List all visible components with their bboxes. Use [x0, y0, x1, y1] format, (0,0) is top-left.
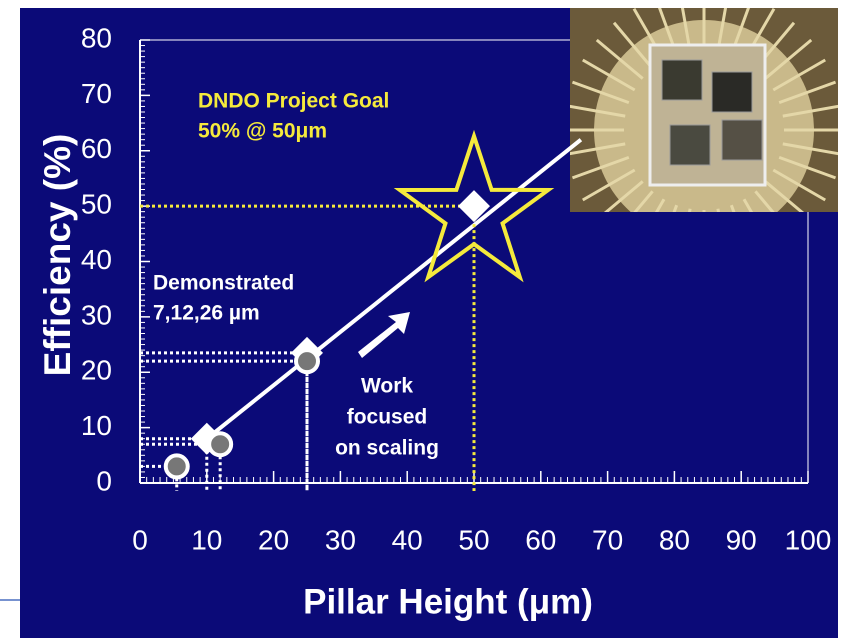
diamond-marker — [458, 190, 490, 223]
y-axis-title: Efficiency (%) — [37, 134, 78, 377]
y-tick-label: 10 — [81, 410, 112, 441]
photo-lead — [778, 155, 837, 180]
y-tick-label: 80 — [81, 22, 112, 53]
photo-lead — [595, 38, 644, 80]
photo-lead — [654, 198, 666, 212]
photo-lead — [633, 190, 654, 212]
x-tick-label: 100 — [785, 524, 832, 555]
annotation: Work — [361, 375, 413, 398]
x-tick-label: 40 — [392, 524, 423, 555]
x-tick-label: 30 — [325, 524, 356, 555]
photo-lead — [680, 8, 692, 52]
photo-lead — [603, 180, 644, 212]
annotation: DNDO Project Goal — [198, 90, 389, 113]
y-tick-label: 20 — [81, 355, 112, 386]
photo-lead — [716, 8, 728, 52]
photo-lead — [570, 142, 626, 156]
photo-lead — [782, 142, 838, 156]
x-axis-title: Pillar Height (μm) — [303, 582, 593, 621]
photo-lead — [754, 190, 775, 212]
photo-lead — [764, 38, 813, 80]
circle-marker — [163, 453, 190, 480]
x-tick-label: 60 — [525, 524, 556, 555]
y-tick-label: 30 — [81, 299, 112, 330]
photo-lead — [764, 180, 805, 212]
photo-lead — [772, 168, 826, 202]
annotation: focused — [347, 406, 428, 429]
photo-lead — [571, 155, 630, 180]
goal-star — [393, 129, 555, 283]
x-tick-label: 50 — [458, 524, 489, 555]
photo-lead — [772, 58, 826, 92]
photo-die — [711, 71, 753, 113]
photo-lead — [782, 104, 838, 118]
photo-die — [661, 59, 703, 101]
annotation: 50% @ 50μm — [198, 120, 327, 143]
x-tick-label: 20 — [258, 524, 289, 555]
photo-die — [669, 124, 711, 166]
x-tick-label: 70 — [592, 524, 623, 555]
y-tick-label: 70 — [81, 78, 112, 109]
photo-lead — [582, 58, 636, 92]
photo-die — [721, 119, 763, 161]
x-tick-label: 10 — [191, 524, 222, 555]
photo-lead — [742, 198, 754, 212]
x-tick-label: 80 — [659, 524, 690, 555]
y-tick-label: 0 — [96, 465, 112, 496]
annotation: 7,12,26 µm — [153, 302, 260, 325]
annotation: Demonstrated — [153, 272, 294, 295]
x-tick-label: 0 — [132, 524, 148, 555]
photo-lead — [778, 80, 837, 105]
photo-lead — [571, 80, 630, 105]
y-tick-label: 60 — [81, 133, 112, 164]
y-tick-label: 40 — [81, 244, 112, 275]
y-tick-label: 50 — [81, 189, 112, 220]
photo-lead — [582, 168, 636, 202]
photo-lead — [612, 21, 654, 70]
photo-lead — [570, 104, 626, 118]
circle-marker — [294, 348, 320, 375]
circle-marker — [207, 431, 234, 458]
annotation: on scaling — [335, 437, 439, 460]
arrow — [358, 312, 410, 358]
inset-photo — [570, 8, 838, 212]
x-tick-label: 90 — [726, 524, 757, 555]
